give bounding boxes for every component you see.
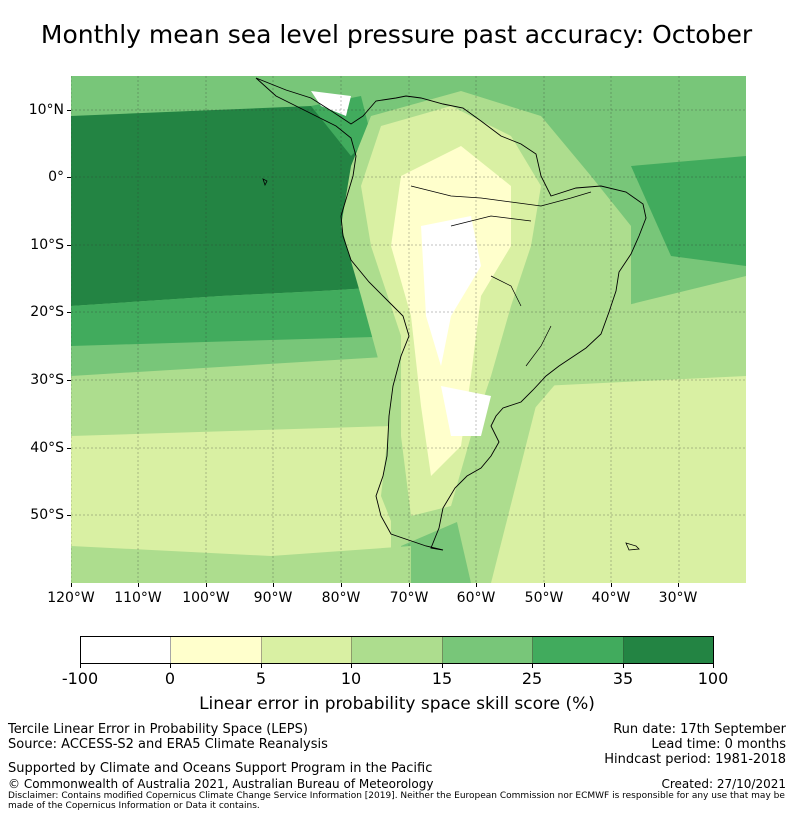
- lat-tick-label: 10°S: [30, 237, 64, 253]
- lon-tick-mark: [678, 583, 679, 587]
- colorbar-segment: [533, 637, 624, 663]
- colorbar-segment: [442, 637, 534, 663]
- coastline-south-america: [255, 77, 647, 551]
- lon-tick-label: 70°W: [389, 590, 429, 606]
- lat-tick-mark: [67, 448, 71, 449]
- lat-tick-mark: [67, 515, 71, 516]
- footer-method: Tercile Linear Error in Probability Spac…: [8, 722, 308, 737]
- colorbar-segment: [352, 637, 443, 663]
- skill-score-map: [71, 76, 746, 583]
- lon-tick-label: 120°W: [47, 590, 95, 606]
- lon-tick-label: 90°W: [253, 590, 293, 606]
- lat-tick-mark: [67, 380, 71, 381]
- footer-source: Source: ACCESS-S2 and ERA5 Climate Reana…: [8, 737, 328, 752]
- lon-tick-mark: [409, 583, 410, 587]
- lon-tick-label: 30°W: [658, 590, 698, 606]
- galapagos-islands: [262, 178, 268, 187]
- lat-tick-mark: [67, 245, 71, 246]
- lat-tick-label: 0°: [48, 169, 64, 185]
- colorbar-segment: [171, 637, 262, 663]
- region-central-andes-neg: [421, 216, 481, 366]
- chart-title: Monthly mean sea level pressure past acc…: [40, 20, 753, 49]
- colorbar-tick-mark: [532, 664, 533, 668]
- lon-tick-label: 110°W: [114, 590, 162, 606]
- colorbar-tick-mark: [170, 664, 171, 668]
- gridlines: [71, 76, 746, 583]
- region-far-south-15-25: [71, 546, 411, 583]
- lon-tick-mark: [273, 583, 274, 587]
- lat-tick-label: 50°S: [30, 507, 64, 523]
- lat-tick-label: 40°S: [30, 440, 64, 456]
- lon-tick-mark: [138, 583, 139, 587]
- colorbar-tick-label: 25: [521, 669, 543, 688]
- footer-copyright: © Commonwealth of Australia 2021, Austra…: [8, 777, 434, 791]
- colorbar-tick-mark: [351, 664, 352, 668]
- colorbar-tick-label: 0: [164, 669, 176, 688]
- colorbar-tick-mark: [80, 664, 81, 668]
- lon-tick-label: 40°W: [591, 590, 631, 606]
- rivers: [410, 185, 592, 367]
- lon-tick-label: 100°W: [182, 590, 230, 606]
- lat-tick-label: 30°S: [30, 372, 64, 388]
- region-north-band: [71, 76, 746, 111]
- colorbar-tick-label: 100: [697, 669, 729, 688]
- falkland-islands: [625, 542, 640, 551]
- colorbar-tick-mark: [713, 664, 714, 668]
- footer-support: Supported by Climate and Oceans Support …: [8, 761, 433, 776]
- region-tropical-atlantic-25-35: [631, 156, 746, 266]
- lat-tick-mark: [67, 177, 71, 178]
- region-east-pacific-35-100: [71, 106, 401, 306]
- colorbar-tick-label: 15: [431, 669, 453, 688]
- lon-tick-mark: [71, 583, 72, 587]
- footer-run-date: Run date: 17th September: [613, 722, 786, 737]
- colorbar-label: Linear error in probability space skill …: [199, 694, 595, 714]
- region-south-pacific-10-15: [71, 426, 391, 583]
- colorbar-segment: [81, 637, 172, 663]
- colorbar-tick-label: -100: [61, 669, 99, 688]
- colorbar-tick-mark: [442, 664, 443, 668]
- lon-tick-label: 60°W: [456, 590, 496, 606]
- colorbar-tick-label: 35: [612, 669, 634, 688]
- footer-disclaimer: Disclaimer: Contains modified Copernicus…: [8, 791, 785, 811]
- footer-hindcast: Hindcast period: 1981-2018: [604, 752, 786, 767]
- lon-tick-mark: [544, 583, 545, 587]
- colorbar-segment: [261, 637, 353, 663]
- lon-tick-mark: [341, 583, 342, 587]
- colorbar: [80, 636, 714, 664]
- lat-tick-label: 20°S: [30, 304, 64, 320]
- colorbar-segment: [623, 637, 713, 663]
- lon-tick-label: 50°W: [524, 590, 564, 606]
- lat-tick-mark: [67, 110, 71, 111]
- lat-tick-label: 10°N: [28, 102, 64, 118]
- colorbar-tick-mark: [261, 664, 262, 668]
- lon-tick-mark: [476, 583, 477, 587]
- colorbar-tick-mark: [623, 664, 624, 668]
- footer-created: Created: 27/10/2021: [661, 777, 786, 791]
- region-pampas-neg: [441, 386, 491, 436]
- colorbar-tick-label: 5: [255, 669, 267, 688]
- colorbar-tick-label: 10: [340, 669, 362, 688]
- lat-tick-mark: [67, 312, 71, 313]
- footer-lead-time: Lead time: 0 months: [651, 737, 786, 752]
- lon-tick-mark: [611, 583, 612, 587]
- region-south-atlantic-10-15: [491, 376, 746, 583]
- map-plot-area: [71, 76, 746, 583]
- lon-tick-label: 80°W: [321, 590, 361, 606]
- lon-tick-mark: [206, 583, 207, 587]
- region-pacific-25-35: [71, 286, 406, 346]
